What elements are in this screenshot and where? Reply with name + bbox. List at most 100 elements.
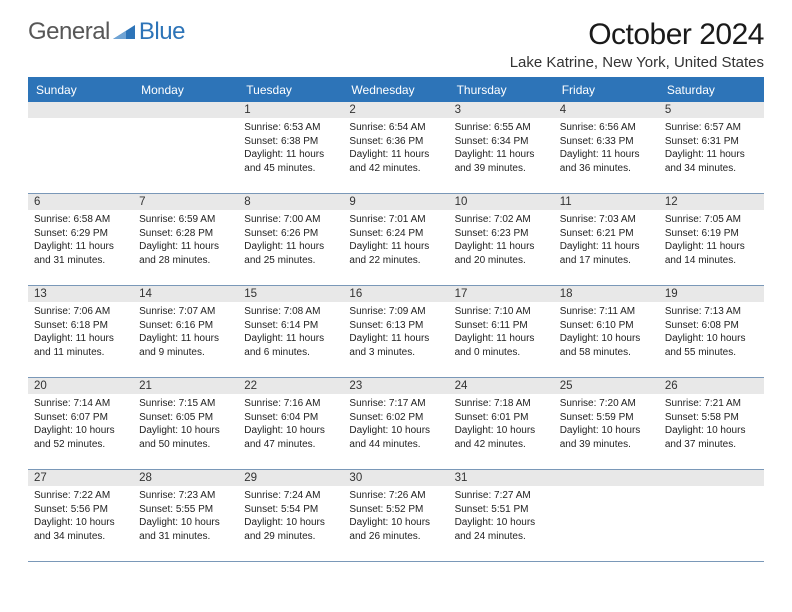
daylight-line: Daylight: 10 hours and 34 minutes.	[34, 516, 127, 543]
day-header: Monday	[133, 78, 238, 102]
day-number: 22	[238, 378, 343, 394]
sunset-line: Sunset: 6:28 PM	[139, 227, 232, 241]
sunrise-line: Sunrise: 6:57 AM	[665, 121, 758, 135]
day-number: 31	[449, 470, 554, 486]
sunrise-line: Sunrise: 7:00 AM	[244, 213, 337, 227]
sunset-line: Sunset: 6:23 PM	[455, 227, 548, 241]
daylight-line: Daylight: 10 hours and 47 minutes.	[244, 424, 337, 451]
day-body: Sunrise: 7:01 AMSunset: 6:24 PMDaylight:…	[343, 210, 448, 271]
daylight-line: Daylight: 11 hours and 25 minutes.	[244, 240, 337, 267]
day-number: 10	[449, 194, 554, 210]
day-body: Sunrise: 7:16 AMSunset: 6:04 PMDaylight:…	[238, 394, 343, 455]
sunset-line: Sunset: 6:34 PM	[455, 135, 548, 149]
day-number: 16	[343, 286, 448, 302]
sunset-line: Sunset: 6:13 PM	[349, 319, 442, 333]
calendar-cell: 12Sunrise: 7:05 AMSunset: 6:19 PMDayligh…	[659, 194, 764, 286]
day-number: 12	[659, 194, 764, 210]
sunset-line: Sunset: 6:14 PM	[244, 319, 337, 333]
sunrise-line: Sunrise: 7:10 AM	[455, 305, 548, 319]
day-number: 1	[238, 102, 343, 118]
day-header: Sunday	[28, 78, 133, 102]
sunset-line: Sunset: 5:51 PM	[455, 503, 548, 517]
sunrise-line: Sunrise: 7:22 AM	[34, 489, 127, 503]
day-body: Sunrise: 7:21 AMSunset: 5:58 PMDaylight:…	[659, 394, 764, 455]
day-body: Sunrise: 6:57 AMSunset: 6:31 PMDaylight:…	[659, 118, 764, 179]
day-body: Sunrise: 7:27 AMSunset: 5:51 PMDaylight:…	[449, 486, 554, 547]
day-number: 19	[659, 286, 764, 302]
calendar-cell: 21Sunrise: 7:15 AMSunset: 6:05 PMDayligh…	[133, 378, 238, 470]
page-title: October 2024	[588, 18, 764, 52]
daylight-line: Daylight: 11 hours and 22 minutes.	[349, 240, 442, 267]
calendar-cell: 5Sunrise: 6:57 AMSunset: 6:31 PMDaylight…	[659, 102, 764, 194]
day-number: 7	[133, 194, 238, 210]
calendar-cell: 24Sunrise: 7:18 AMSunset: 6:01 PMDayligh…	[449, 378, 554, 470]
day-header: Tuesday	[238, 78, 343, 102]
day-header: Thursday	[449, 78, 554, 102]
day-body: Sunrise: 7:23 AMSunset: 5:55 PMDaylight:…	[133, 486, 238, 547]
day-body: Sunrise: 6:59 AMSunset: 6:28 PMDaylight:…	[133, 210, 238, 271]
sunrise-line: Sunrise: 7:26 AM	[349, 489, 442, 503]
sunset-line: Sunset: 5:52 PM	[349, 503, 442, 517]
sunset-line: Sunset: 5:55 PM	[139, 503, 232, 517]
calendar-cell: 14Sunrise: 7:07 AMSunset: 6:16 PMDayligh…	[133, 286, 238, 378]
sunrise-line: Sunrise: 7:02 AM	[455, 213, 548, 227]
calendar-cell-empty	[659, 470, 764, 562]
daylight-line: Daylight: 10 hours and 26 minutes.	[349, 516, 442, 543]
sunrise-line: Sunrise: 7:13 AM	[665, 305, 758, 319]
sunset-line: Sunset: 6:01 PM	[455, 411, 548, 425]
calendar-cell: 10Sunrise: 7:02 AMSunset: 6:23 PMDayligh…	[449, 194, 554, 286]
logo-text-gray: General	[28, 18, 110, 46]
day-number: 13	[28, 286, 133, 302]
sunset-line: Sunset: 6:26 PM	[244, 227, 337, 241]
day-number: 4	[554, 102, 659, 118]
calendar-cell: 4Sunrise: 6:56 AMSunset: 6:33 PMDaylight…	[554, 102, 659, 194]
sunrise-line: Sunrise: 7:20 AM	[560, 397, 653, 411]
calendar-cell: 27Sunrise: 7:22 AMSunset: 5:56 PMDayligh…	[28, 470, 133, 562]
sunrise-line: Sunrise: 7:07 AM	[139, 305, 232, 319]
sunrise-line: Sunrise: 6:56 AM	[560, 121, 653, 135]
sunset-line: Sunset: 5:59 PM	[560, 411, 653, 425]
daylight-line: Daylight: 10 hours and 52 minutes.	[34, 424, 127, 451]
day-number: 17	[449, 286, 554, 302]
calendar-cell-empty	[133, 102, 238, 194]
sunset-line: Sunset: 6:05 PM	[139, 411, 232, 425]
calendar-cell-empty	[554, 470, 659, 562]
day-number: 30	[343, 470, 448, 486]
calendar-cell: 7Sunrise: 6:59 AMSunset: 6:28 PMDaylight…	[133, 194, 238, 286]
day-number-empty	[554, 470, 659, 486]
day-number: 11	[554, 194, 659, 210]
sunrise-line: Sunrise: 7:23 AM	[139, 489, 232, 503]
daylight-line: Daylight: 11 hours and 42 minutes.	[349, 148, 442, 175]
day-body: Sunrise: 7:22 AMSunset: 5:56 PMDaylight:…	[28, 486, 133, 547]
sunrise-line: Sunrise: 7:21 AM	[665, 397, 758, 411]
day-body: Sunrise: 6:58 AMSunset: 6:29 PMDaylight:…	[28, 210, 133, 271]
sunset-line: Sunset: 6:02 PM	[349, 411, 442, 425]
daylight-line: Daylight: 11 hours and 45 minutes.	[244, 148, 337, 175]
day-body: Sunrise: 7:18 AMSunset: 6:01 PMDaylight:…	[449, 394, 554, 455]
calendar-cell: 31Sunrise: 7:27 AMSunset: 5:51 PMDayligh…	[449, 470, 554, 562]
calendar-cell: 29Sunrise: 7:24 AMSunset: 5:54 PMDayligh…	[238, 470, 343, 562]
daylight-line: Daylight: 11 hours and 39 minutes.	[455, 148, 548, 175]
daylight-line: Daylight: 10 hours and 58 minutes.	[560, 332, 653, 359]
day-number: 21	[133, 378, 238, 394]
calendar-cell: 17Sunrise: 7:10 AMSunset: 6:11 PMDayligh…	[449, 286, 554, 378]
calendar-cell: 20Sunrise: 7:14 AMSunset: 6:07 PMDayligh…	[28, 378, 133, 470]
daylight-line: Daylight: 10 hours and 31 minutes.	[139, 516, 232, 543]
day-number: 9	[343, 194, 448, 210]
sunset-line: Sunset: 5:54 PM	[244, 503, 337, 517]
day-number: 23	[343, 378, 448, 394]
day-body: Sunrise: 7:03 AMSunset: 6:21 PMDaylight:…	[554, 210, 659, 271]
sunrise-line: Sunrise: 7:15 AM	[139, 397, 232, 411]
sunrise-line: Sunrise: 7:14 AM	[34, 397, 127, 411]
daylight-line: Daylight: 10 hours and 39 minutes.	[560, 424, 653, 451]
sunset-line: Sunset: 6:16 PM	[139, 319, 232, 333]
daylight-line: Daylight: 11 hours and 28 minutes.	[139, 240, 232, 267]
calendar-cell: 3Sunrise: 6:55 AMSunset: 6:34 PMDaylight…	[449, 102, 554, 194]
calendar-cell: 19Sunrise: 7:13 AMSunset: 6:08 PMDayligh…	[659, 286, 764, 378]
day-number: 26	[659, 378, 764, 394]
sunset-line: Sunset: 6:11 PM	[455, 319, 548, 333]
sunrise-line: Sunrise: 7:24 AM	[244, 489, 337, 503]
sunset-line: Sunset: 6:38 PM	[244, 135, 337, 149]
day-body: Sunrise: 7:17 AMSunset: 6:02 PMDaylight:…	[343, 394, 448, 455]
calendar-cell: 16Sunrise: 7:09 AMSunset: 6:13 PMDayligh…	[343, 286, 448, 378]
